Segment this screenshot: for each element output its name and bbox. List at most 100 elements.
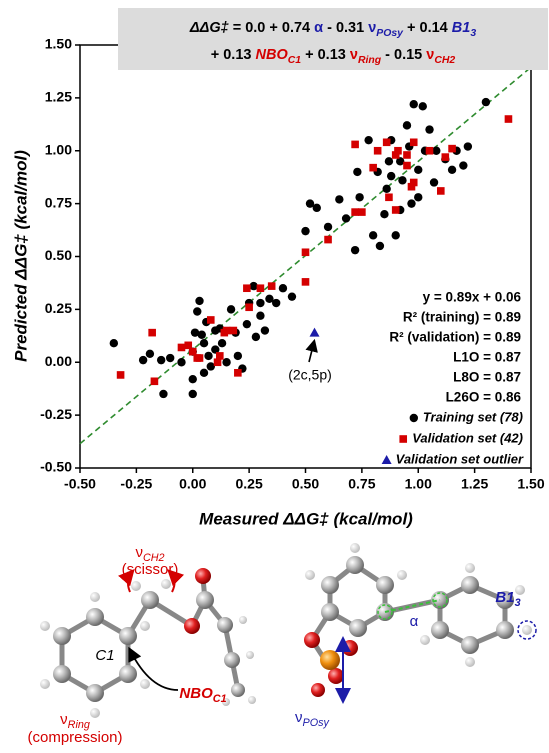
- stat-line: L8O = 0.87: [453, 370, 521, 385]
- point: [268, 282, 276, 290]
- point: [110, 339, 118, 347]
- point: [324, 236, 332, 244]
- point: [243, 320, 251, 328]
- x-tick-label: -0.25: [120, 476, 152, 492]
- point: [414, 193, 422, 201]
- point: [245, 303, 253, 311]
- text-segment: ν: [135, 544, 143, 561]
- point: [505, 115, 513, 123]
- point: [195, 297, 203, 305]
- point: [189, 375, 197, 383]
- point: [313, 204, 321, 212]
- point: [117, 371, 125, 379]
- text-segment: + 0.13: [211, 47, 256, 63]
- legend-label: Validation set outlier: [396, 451, 524, 466]
- point: [148, 329, 156, 337]
- point: [279, 284, 287, 292]
- point: [252, 333, 260, 341]
- point: [216, 352, 224, 360]
- point: [394, 147, 402, 155]
- nbo-arrow: [130, 650, 178, 690]
- text-segment: ν: [60, 711, 68, 728]
- text-segment: NBO: [256, 47, 289, 63]
- point: [398, 176, 406, 184]
- point: [426, 147, 434, 155]
- point: [177, 358, 185, 366]
- point: [159, 390, 167, 398]
- point: [200, 369, 208, 377]
- point: [196, 354, 204, 362]
- text-segment: ν: [350, 47, 358, 63]
- point: [353, 168, 361, 176]
- point: [385, 193, 393, 201]
- point: [166, 354, 174, 362]
- y-tick-label: 0.00: [45, 353, 72, 369]
- text-segment: + 0.13: [301, 47, 350, 63]
- point: [442, 153, 450, 161]
- point: [374, 147, 382, 155]
- figure-label: (compression): [27, 729, 122, 746]
- x-tick-label: -0.50: [64, 476, 96, 492]
- text-segment: ν: [368, 20, 376, 36]
- point: [139, 356, 147, 364]
- point: [234, 369, 242, 377]
- point: [230, 327, 238, 335]
- point: [410, 100, 418, 108]
- x-tick-label: 0.50: [292, 476, 319, 492]
- legend-label: Training set (78): [423, 409, 523, 424]
- point: [392, 231, 400, 239]
- point: [223, 327, 231, 335]
- figure-label: νPOsy: [295, 709, 329, 729]
- point: [301, 227, 309, 235]
- text-segment: B1: [495, 589, 514, 606]
- point: [369, 164, 377, 172]
- y-tick-label: -0.50: [40, 459, 72, 475]
- point: [261, 326, 269, 334]
- point: [459, 161, 467, 169]
- point: [243, 284, 251, 292]
- point: [200, 339, 208, 347]
- point: [414, 166, 422, 174]
- text-segment: 3: [515, 597, 521, 609]
- text-segment: + 0.14: [403, 20, 452, 36]
- point: [189, 348, 197, 356]
- point: [380, 210, 388, 218]
- stat-line: L26O = 0.86: [446, 390, 522, 405]
- point: [419, 102, 427, 110]
- text-segment: Ring: [358, 55, 382, 66]
- y-tick-label: 1.00: [45, 141, 72, 157]
- point: [351, 141, 359, 149]
- point: [369, 231, 377, 239]
- legend-marker: [399, 435, 407, 443]
- figure-label: NBOC1: [179, 685, 226, 705]
- text-segment: POsy: [303, 717, 330, 729]
- x-tick-label: 1.25: [461, 476, 488, 492]
- point: [382, 185, 390, 193]
- point: [448, 166, 456, 174]
- point: [151, 377, 159, 385]
- text-segment: C1: [288, 55, 302, 66]
- annotation-arrow: [309, 342, 314, 362]
- annotation: (2c,5p): [288, 367, 332, 383]
- text-segment: 3: [470, 28, 476, 39]
- text-segment: CH2: [434, 55, 455, 66]
- point: [425, 125, 433, 133]
- point: [351, 208, 359, 216]
- stat-line: R² (validation) = 0.89: [389, 330, 521, 345]
- stat-line: L1O = 0.87: [453, 350, 521, 365]
- text-segment: ν: [295, 709, 303, 726]
- x-tick-label: 1.50: [517, 476, 544, 492]
- figure: -0.50-0.250.000.250.500.751.001.251.50-0…: [0, 0, 549, 748]
- point: [227, 305, 235, 313]
- point: [234, 352, 242, 360]
- stat-line: R² (training) = 0.89: [403, 310, 521, 325]
- point: [383, 138, 391, 146]
- point: [207, 362, 215, 370]
- y-tick-label: -0.25: [40, 406, 72, 422]
- point: [392, 206, 400, 214]
- y-axis-label: Predicted ΔΔG‡ (kcal/mol): [11, 150, 30, 362]
- point: [448, 145, 456, 153]
- text-segment: α: [410, 613, 419, 630]
- text-segment: POsy: [376, 28, 404, 39]
- point: [310, 328, 320, 337]
